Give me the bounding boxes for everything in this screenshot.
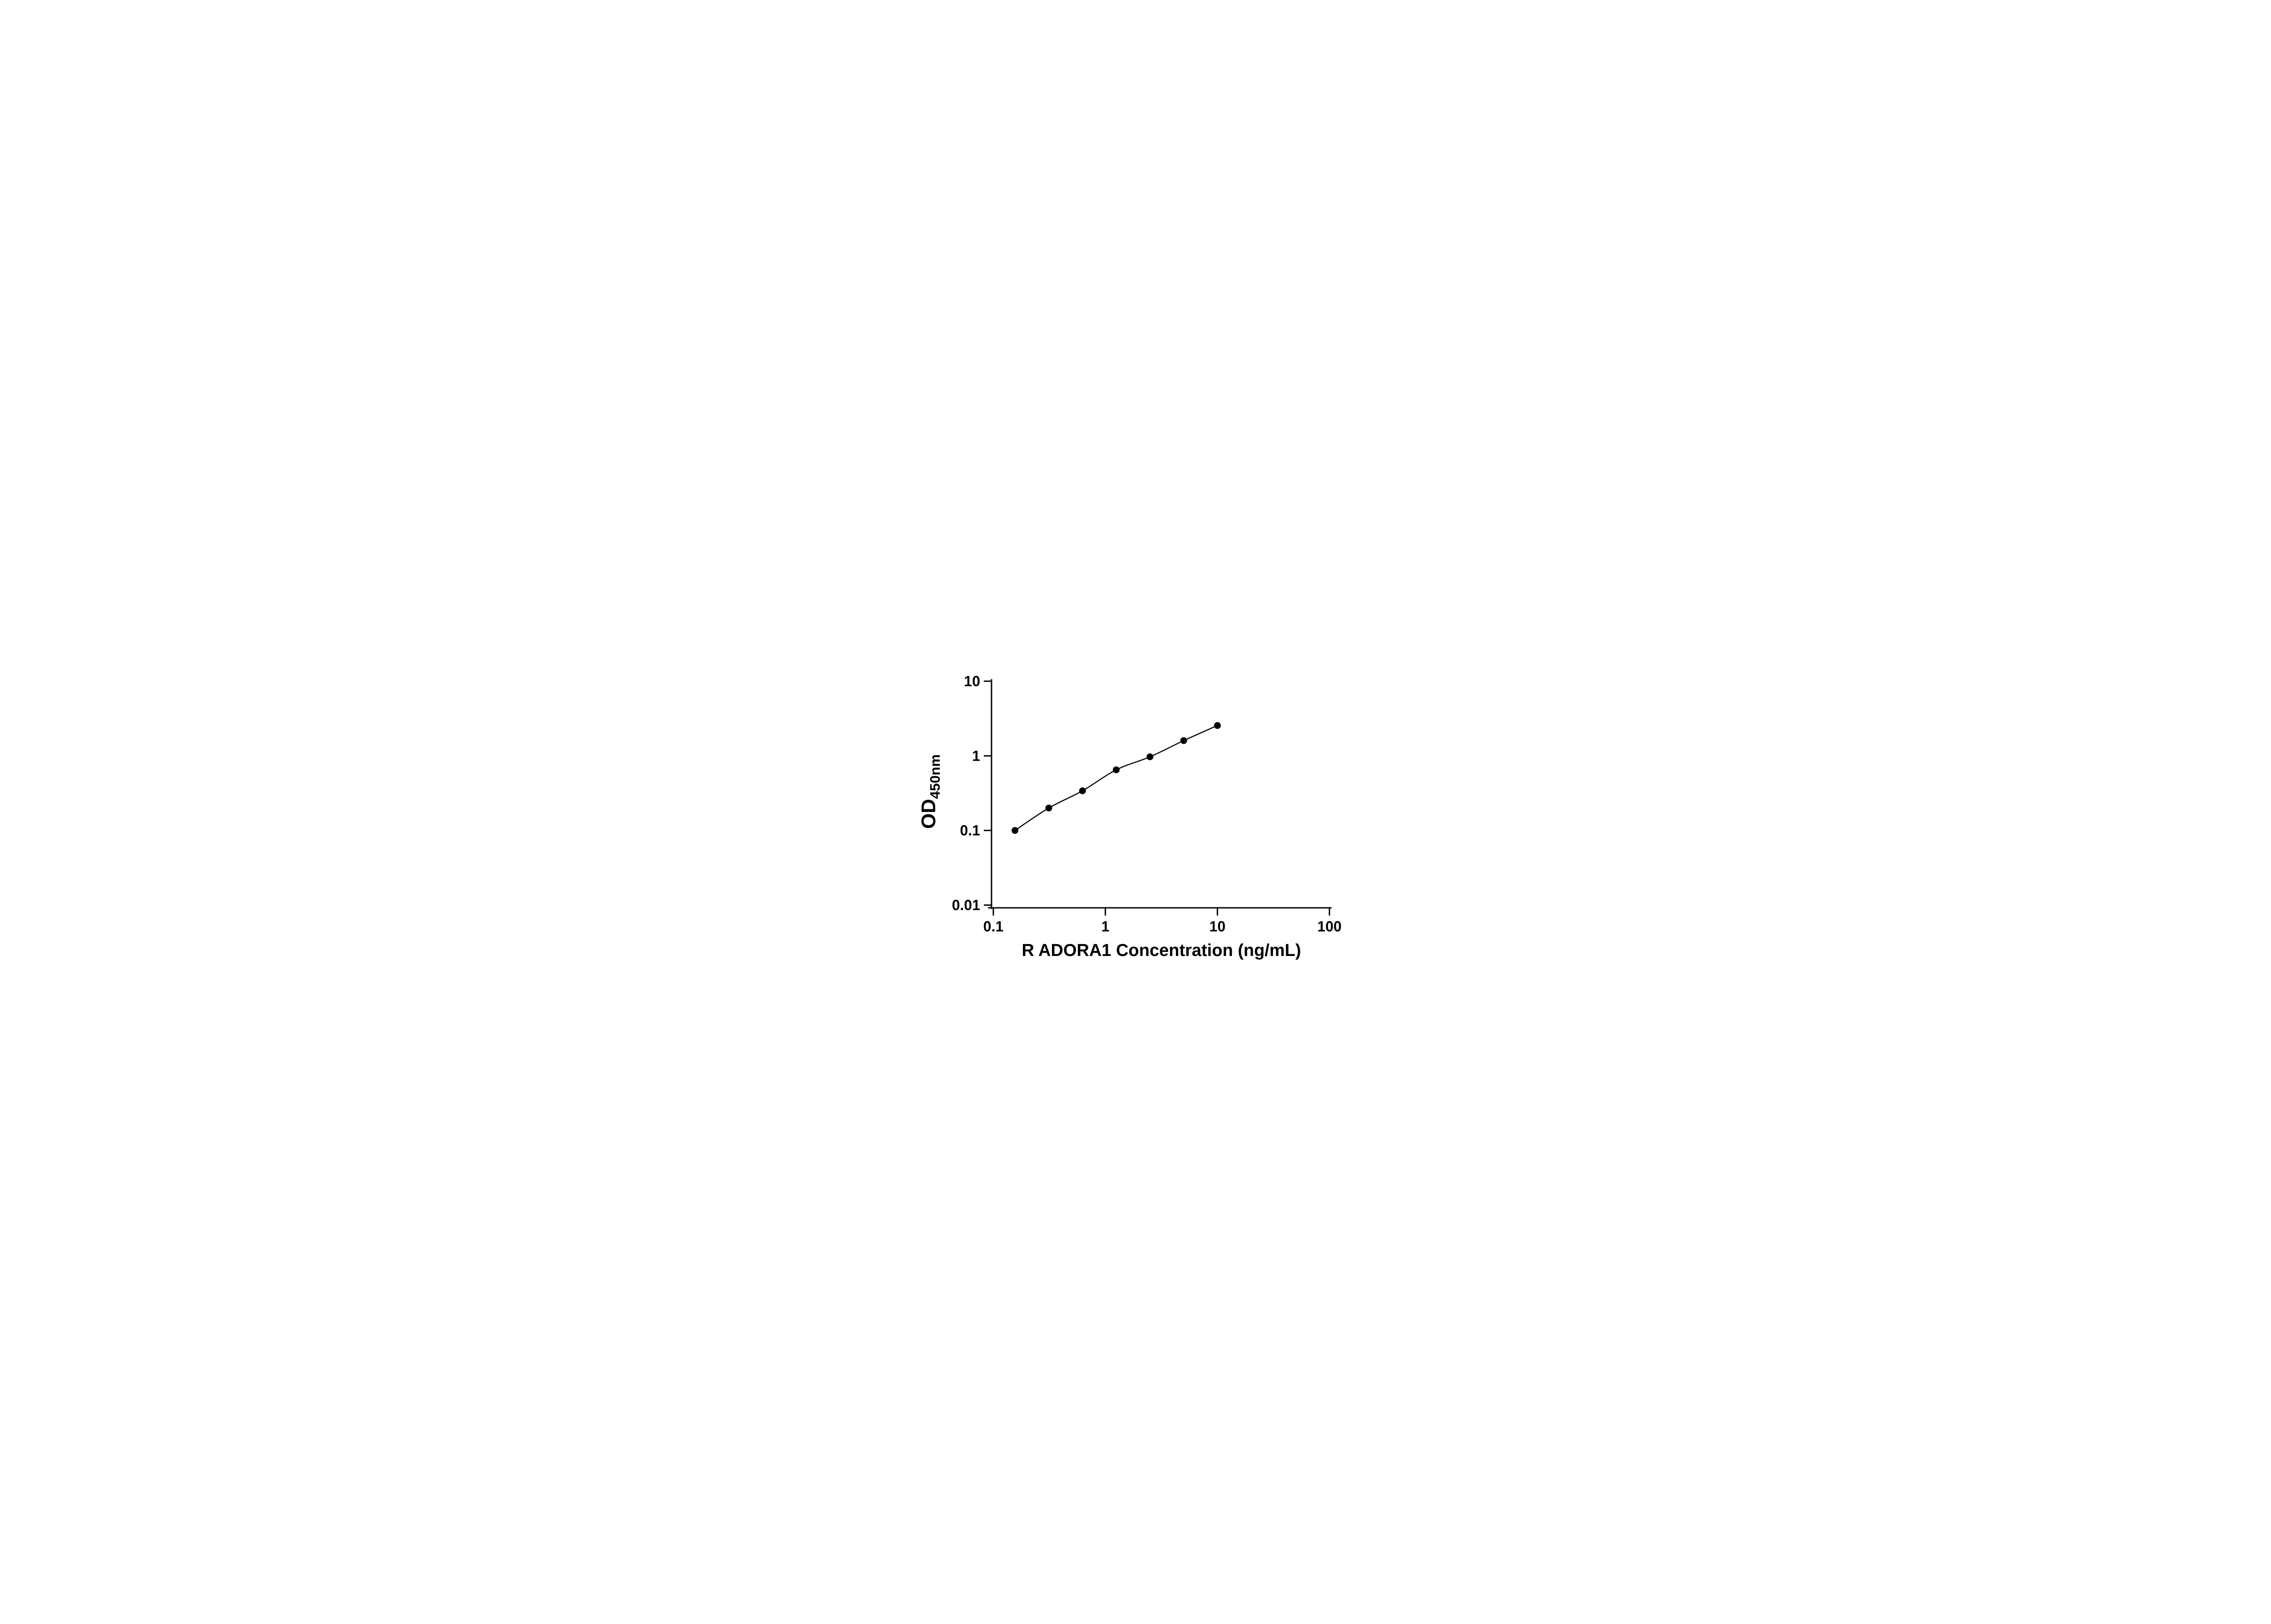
- x-axis-title: R ADORA1 Concentration (ng/mL): [1021, 941, 1301, 960]
- y-axis-tick-label: 0.01: [952, 897, 980, 913]
- data-point: [1112, 766, 1120, 773]
- standard-curve-line: [1014, 724, 1218, 831]
- data-point: [1011, 827, 1018, 834]
- y-axis-title: OD450nm: [917, 754, 943, 828]
- x-axis-tick-label: 10: [1209, 918, 1225, 935]
- x-axis-tick-label: 0.1: [983, 918, 1003, 935]
- y-axis-tick-label: 0.1: [960, 822, 980, 838]
- data-point: [1146, 753, 1153, 760]
- y-axis-tick-label: 10: [964, 673, 980, 689]
- y-axis-title-main: OD: [917, 799, 940, 829]
- data-point: [1079, 787, 1086, 794]
- elisa-standard-curve-figure: 10 1 0.1 0.01 0.1 1 10 100 R ADORA1 Concentratio…: [903, 650, 1368, 975]
- x-axis-tick-label: 100: [1317, 918, 1341, 935]
- y-axis-title-subscript: 450nm: [927, 754, 943, 798]
- x-axis-tick-label: 1: [1101, 918, 1109, 935]
- data-point: [1045, 804, 1052, 812]
- y-axis-tick-label: 1: [972, 748, 980, 764]
- data-point: [1180, 737, 1187, 744]
- data-point: [1214, 722, 1221, 729]
